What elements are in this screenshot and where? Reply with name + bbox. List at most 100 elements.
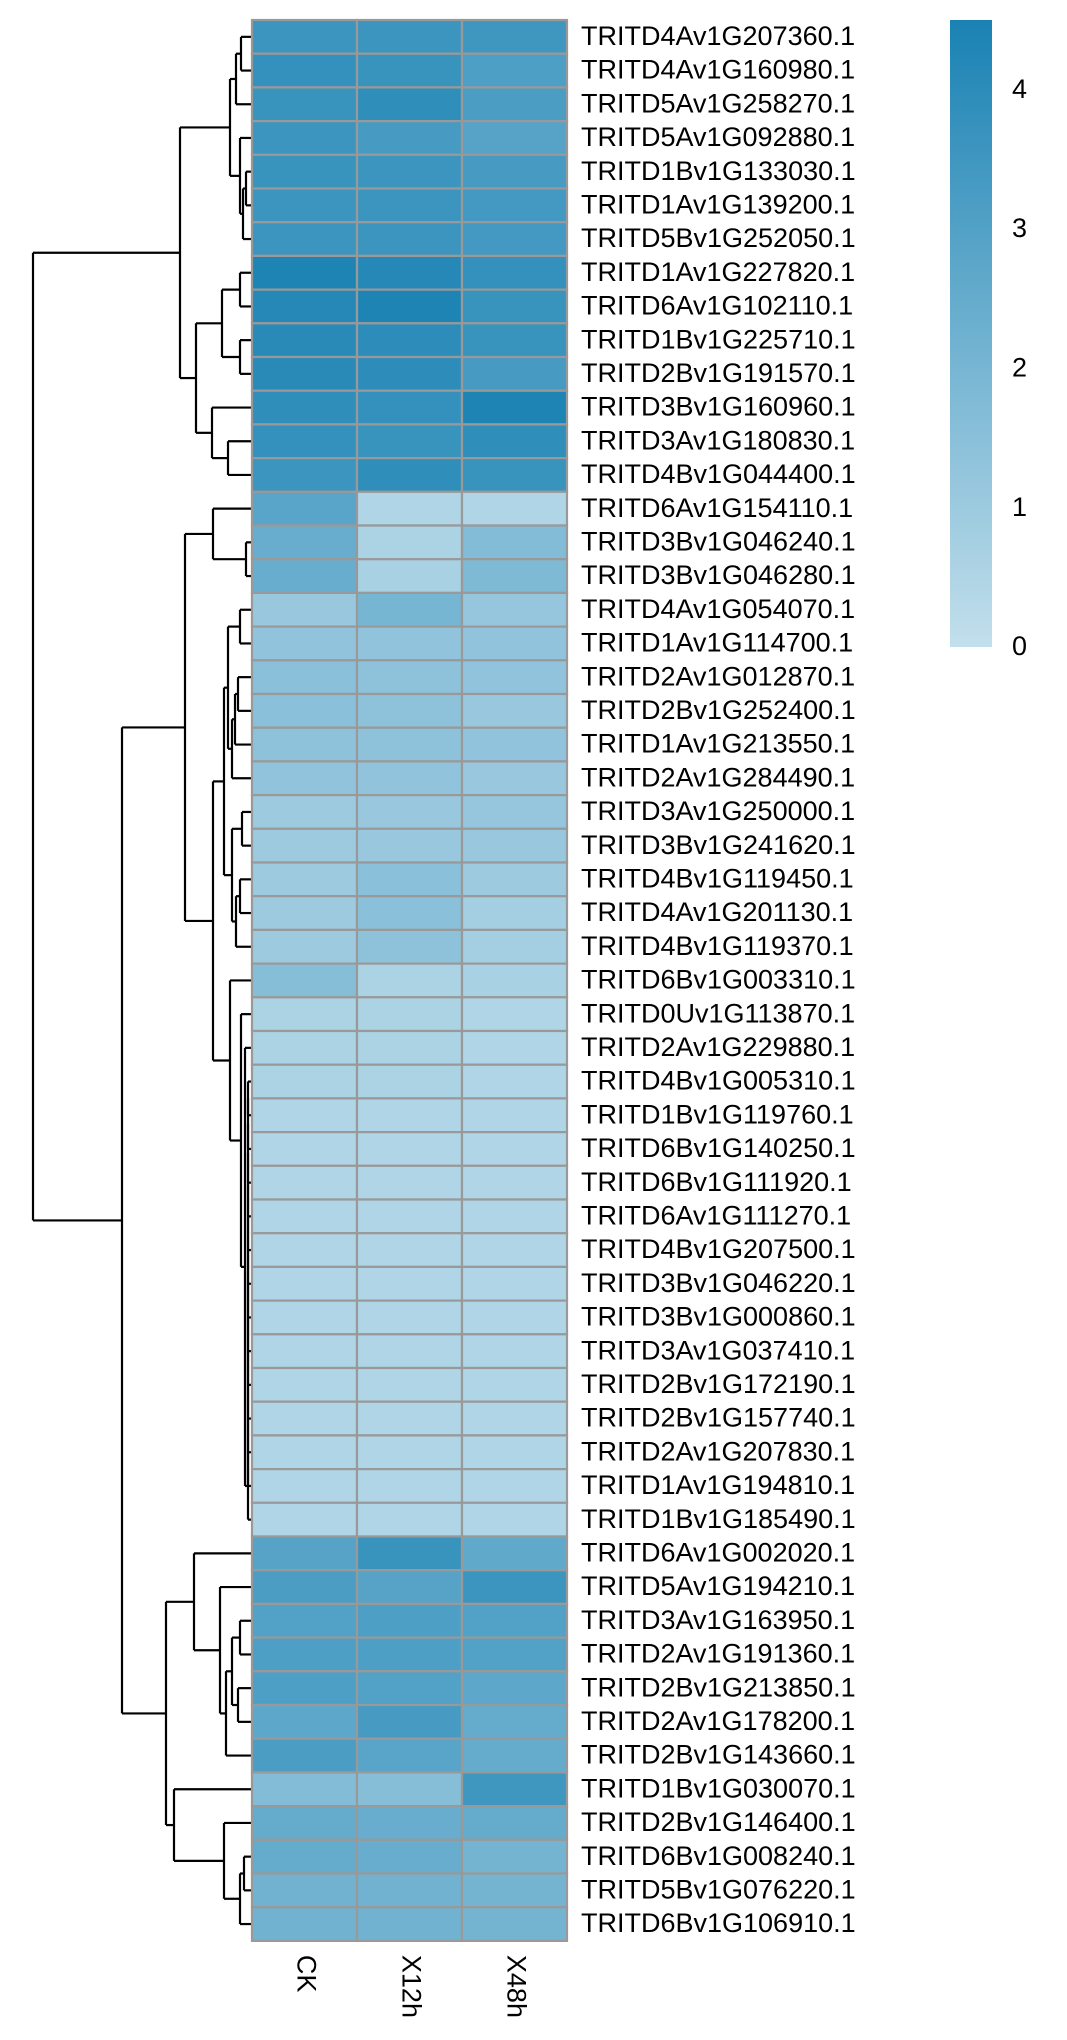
row-label: TRITD5Bv1G076220.1 [581,1874,856,1904]
heatmap-cell [460,1130,569,1167]
heatmap-cell [250,1097,359,1134]
heatmap-cell [355,187,464,224]
heatmap-cell [250,153,359,190]
row-label: TRITD1Bv1G185490.1 [581,1504,856,1534]
colorbar-tick-label: 4 [1012,74,1027,104]
heatmap-cell [460,692,569,729]
heatmap-cell [355,1299,464,1336]
heatmap-cell [250,726,359,763]
heatmap-cell [250,1130,359,1167]
heatmap-cell [460,187,569,224]
heatmap-cell [355,996,464,1033]
row-label: TRITD6Av1G154110.1 [581,493,853,523]
row-label: TRITD5Av1G194210.1 [581,1571,855,1601]
heatmap-cell [355,827,464,864]
heatmap-cell [460,52,569,89]
heatmap-cell [355,726,464,763]
heatmap-cell [460,996,569,1033]
heatmap-cell [460,389,569,426]
row-label: TRITD4Bv1G119370.1 [581,931,854,961]
row-label: TRITD3Av1G037410.1 [581,1335,855,1365]
heatmap-cell [460,928,569,965]
heatmap-cell [355,1535,464,1572]
heatmap-cell [250,1569,359,1605]
heatmap-cell [355,1130,464,1167]
heatmap-cell [250,1029,359,1066]
row-label: TRITD2Bv1G157740.1 [581,1403,856,1433]
column-label: X48h [501,1955,531,2018]
heatmap-cell [460,457,569,493]
heatmap-cell [460,221,569,257]
heatmap-cell [460,827,569,864]
heatmap-cell [250,187,359,224]
heatmap-cell [460,288,569,325]
heatmap-cell [250,254,359,291]
row-label: TRITD2Av1G191360.1 [581,1639,855,1669]
row-label: TRITD4Av1G207360.1 [581,21,855,51]
heatmap-cell [355,288,464,325]
heatmap-cell [460,18,569,55]
row-label: TRITD3Av1G180830.1 [581,425,855,455]
heatmap-cell [250,692,359,729]
heatmap-cell [460,1400,569,1437]
row-label: TRITD2Bv1G191570.1 [581,358,856,388]
heatmap-cell [460,423,569,460]
heatmap-cell [355,591,464,628]
heatmap-cell [355,659,464,696]
heatmap-cell [460,119,569,156]
row-label: TRITD4Bv1G119450.1 [581,863,854,893]
heatmap-cell [250,355,359,392]
heatmap-cell [355,119,464,156]
row-label: TRITD6Av1G102110.1 [581,291,853,321]
heatmap-cell [250,1535,359,1572]
heatmap-cell [250,1804,359,1841]
heatmap-cell [460,625,569,662]
row-label: TRITD5Av1G092880.1 [581,122,855,152]
row-label: TRITD3Bv1G000860.1 [581,1302,856,1332]
heatmap-cell [460,558,569,595]
heatmap-cell [460,1434,569,1471]
heatmap-cell [460,793,569,830]
heatmap-cell [355,524,464,561]
row-label: TRITD3Av1G250000.1 [581,796,855,826]
row-label: TRITD2Bv1G143660.1 [581,1740,856,1770]
heatmap-cell [355,1906,464,1942]
row-label: TRITD6Av1G111270.1 [581,1200,851,1230]
heatmap-cell [460,895,569,932]
row-label: TRITD6Av1G002020.1 [581,1537,855,1567]
heatmap-cell [250,119,359,156]
heatmap-cell [250,1400,359,1437]
heatmap-cell [355,1771,464,1808]
heatmap-cell [355,793,464,830]
heatmap-cell [250,389,359,426]
heatmap-cell [250,86,359,123]
colorbar-gradient [950,20,992,647]
heatmap-cell [250,1366,359,1403]
heatmap-cell [355,558,464,595]
heatmap-cell [355,1636,464,1673]
row-label: TRITD1Av1G139200.1 [581,189,855,219]
column-label: CK [291,1955,321,1993]
row-label: TRITD2Bv1G252400.1 [581,695,856,725]
heatmap-cell [250,760,359,797]
heatmap-cell [355,1097,464,1134]
colorbar-tick-label: 1 [1012,492,1027,522]
heatmap-cell [460,1804,569,1841]
heatmap-cell [355,1333,464,1370]
row-labels: TRITD4Av1G207360.1TRITD4Av1G160980.1TRIT… [581,21,856,1938]
heatmap-cell [250,793,359,830]
heatmap-cell [460,1535,569,1572]
heatmap-cell [355,355,464,392]
heatmap-cell [460,153,569,190]
row-dendrogram [31,35,252,1926]
heatmap-cell [355,423,464,460]
heatmap-cell [460,591,569,628]
row-label: TRITD2Bv1G172190.1 [581,1369,856,1399]
heatmap-cell [355,1029,464,1066]
heatmap-cell [460,1232,569,1268]
heatmap-cell [460,1366,569,1403]
heatmap-cell [355,1198,464,1235]
heatmap-cells [250,18,569,1942]
heatmap-cell [250,928,359,965]
